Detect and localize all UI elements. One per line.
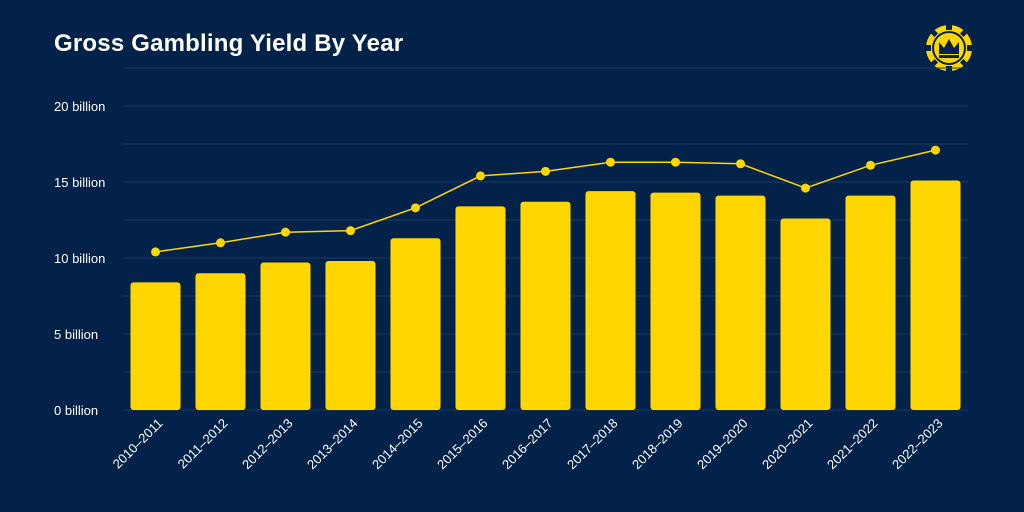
x-tick-label: 2019–2020 (694, 416, 751, 473)
line-point (606, 157, 615, 167)
bar (650, 192, 701, 410)
line-point (931, 145, 940, 155)
line-point (281, 227, 290, 237)
x-tick-label: 2016–2017 (499, 416, 556, 473)
line-point (801, 183, 810, 193)
x-tick-label: 2020–2021 (759, 416, 816, 473)
x-tick-label: 2013–2014 (304, 416, 361, 473)
y-tick-label: 10 billion (54, 251, 105, 266)
chart-title: Gross Gambling Yield By Year (54, 30, 404, 57)
x-tick-label: 2015–2016 (434, 416, 491, 473)
bar (520, 201, 571, 410)
crown-chip-icon (926, 25, 972, 71)
bar (910, 180, 961, 410)
line-point (151, 247, 160, 257)
x-tick-label: 2011–2012 (175, 416, 231, 472)
line-point (476, 171, 485, 181)
bar (715, 195, 766, 410)
x-tick-label: 2018–2019 (629, 416, 686, 473)
line-point (216, 238, 225, 248)
bar (780, 218, 831, 410)
x-tick-label: 2021–2022 (824, 416, 881, 473)
line-point (411, 203, 420, 213)
x-tick-label: 2010–2011 (110, 416, 166, 472)
bar (130, 282, 181, 410)
line-point (736, 159, 745, 169)
line-point (671, 157, 680, 167)
bar (195, 273, 246, 410)
bar (260, 262, 311, 410)
y-tick-label: 5 billion (54, 327, 98, 342)
bar (455, 206, 506, 410)
line-point (346, 226, 355, 236)
bar (585, 191, 636, 410)
bar (390, 238, 441, 410)
x-tick-label: 2022–2023 (889, 416, 946, 473)
x-axis-labels: 2010–2011 2011–2012 2012–2013 2013–2014 2014… (110, 416, 946, 473)
y-tick-label: 0 billion (54, 403, 98, 418)
line-series (151, 145, 940, 257)
x-tick-label: 2012–2013 (239, 416, 296, 473)
bars (130, 180, 961, 410)
y-axis-labels: 0 billion 5 billion 10 billion 15 billion 20… (54, 99, 105, 418)
y-tick-label: 15 billion (54, 175, 105, 190)
bar (845, 195, 896, 410)
x-tick-label: 2014–2015 (369, 416, 426, 473)
line-point (541, 166, 550, 176)
y-tick-label: 20 billion (54, 99, 105, 114)
line-point (866, 160, 875, 170)
x-tick-label: 2017–2018 (564, 416, 621, 473)
bar (325, 261, 376, 410)
